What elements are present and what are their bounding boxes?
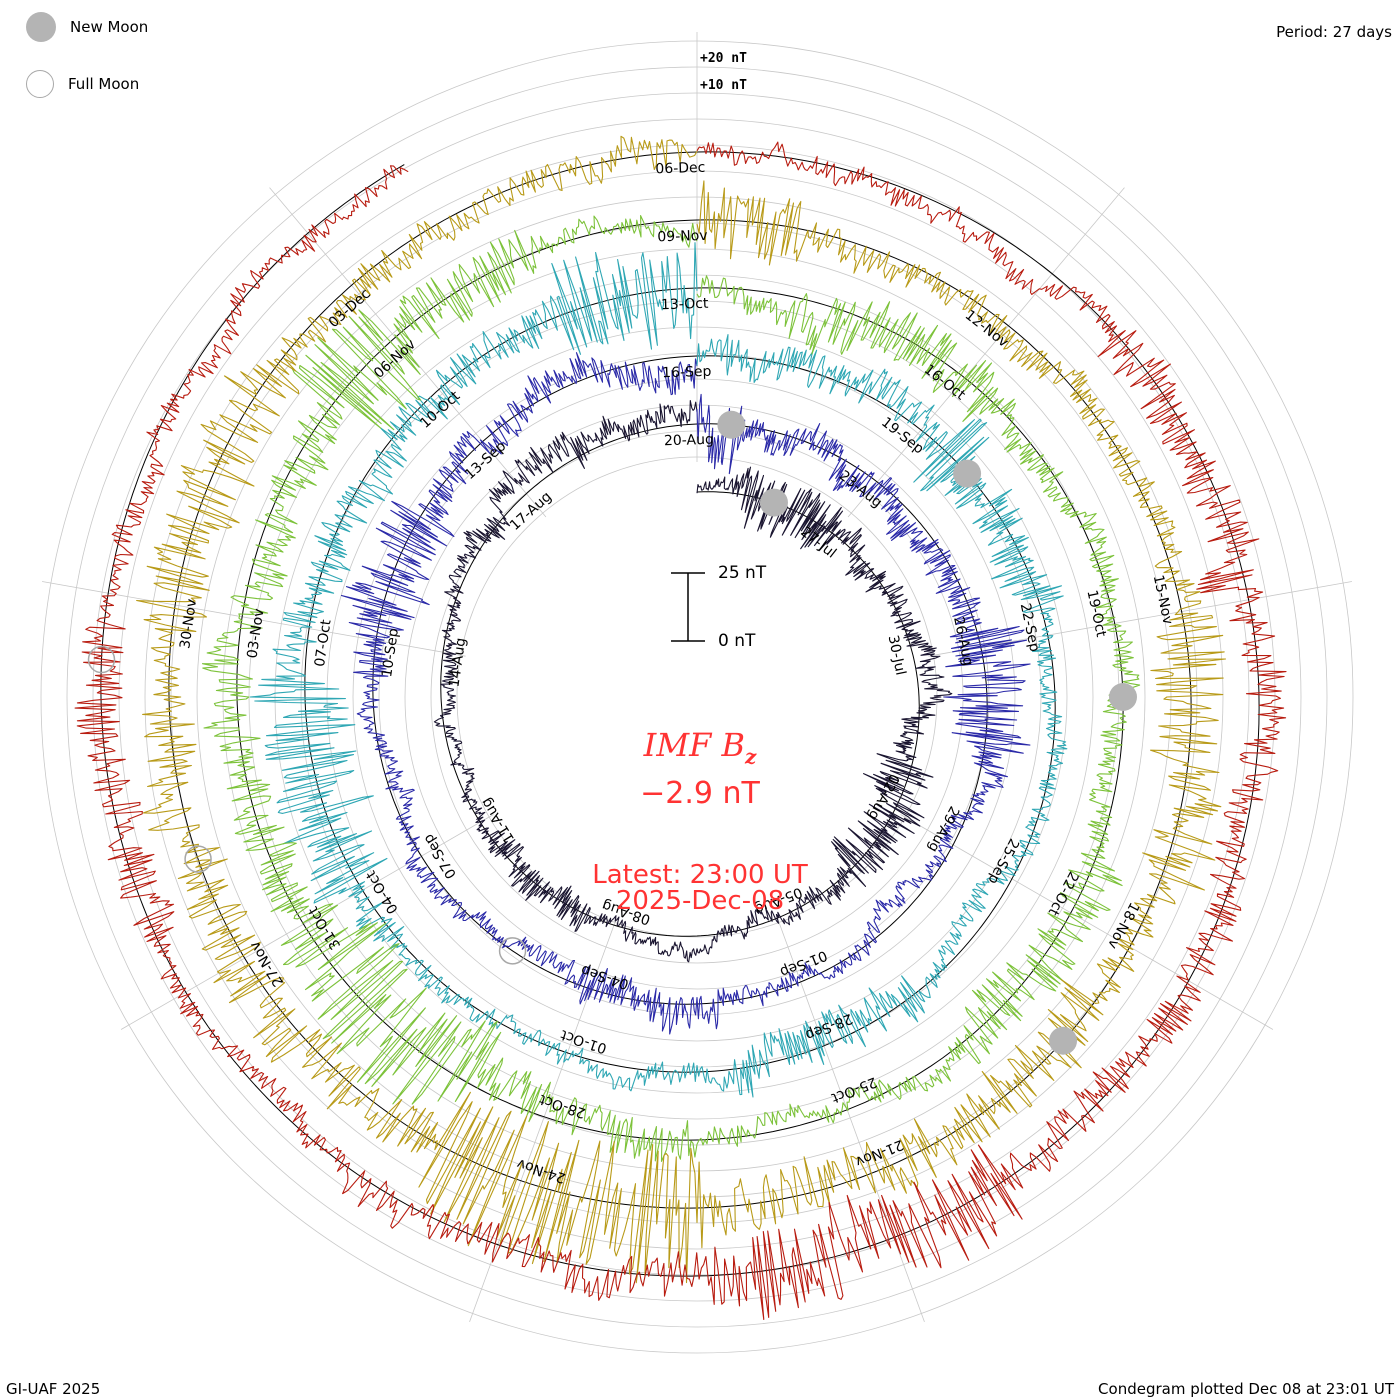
full-moon-marker: [184, 845, 212, 873]
legend-full-moon-label: Full Moon: [68, 75, 140, 93]
scale-bar: [671, 572, 705, 642]
bz-trace-4: [201, 215, 1141, 1162]
date-label: 30-Nov: [177, 598, 200, 650]
date-label: 26-Aug: [950, 615, 976, 667]
legend-new-moon-label: New Moon: [70, 18, 149, 36]
date-label: 14-Aug: [446, 637, 469, 689]
date-label: 21-Nov: [853, 1136, 906, 1169]
date-label: 10-Sep: [379, 627, 402, 678]
grid-spoke: [928, 581, 1352, 657]
new-moon-marker: [1109, 683, 1137, 711]
scale-bottom-label: 0 nT: [718, 631, 756, 651]
date-label: 22-Sep: [1017, 602, 1043, 654]
title-sub: z: [744, 744, 757, 769]
reference-circles: [100, 151, 1260, 1277]
latest-date: 2025-Dec-08: [615, 886, 785, 916]
grid-spoke: [900, 814, 1274, 1030]
latest-time: Latest: 23:00 UT: [592, 860, 808, 890]
period-label: Period: 27 days: [1276, 23, 1392, 41]
grid-spoke: [847, 187, 1125, 518]
scale-top-label: 25 nT: [718, 563, 767, 583]
grid-spoke: [120, 814, 494, 1030]
date-label: 09-Nov: [657, 228, 708, 246]
date-label: 16-Sep: [662, 364, 712, 382]
grid-spoke: [776, 917, 925, 1323]
date-label: 01-Sep: [778, 947, 830, 980]
new-moon-marker: [1049, 1026, 1078, 1055]
new-moon-icon: [26, 12, 56, 42]
new-moon-marker: [953, 459, 982, 488]
date-label: 30-Jul: [885, 634, 909, 677]
moon-markers: [87, 410, 1137, 1055]
full-moon-marker: [498, 937, 527, 965]
date-label: 18-Nov: [1104, 899, 1142, 951]
legend-new-moon: New Moon: [26, 12, 148, 42]
center-title: IMF Bz: [500, 726, 900, 768]
new-moon-marker: [717, 410, 746, 439]
bz-trace-5: [136, 135, 1227, 1284]
footer-credit: GI-UAF 2025: [6, 1380, 101, 1398]
date-label: 06-Dec: [655, 160, 705, 178]
bz-trace-2: [340, 352, 1031, 1035]
new-moon-marker: [759, 488, 788, 517]
series-traces: [74, 135, 1287, 1321]
ring-scale-label-10: +10 nT: [700, 78, 747, 93]
title-main: IMF B: [643, 726, 745, 764]
date-label: 04-Oct: [363, 867, 402, 916]
date-label: 13-Oct: [661, 296, 709, 313]
date-label: 07-Oct: [312, 618, 335, 668]
plot-timestamp: Condegram plotted Dec 08 at 23:01 UT: [1098, 1380, 1394, 1398]
full-moon-marker: [87, 645, 116, 674]
reference-spiral-1: [440, 423, 920, 937]
bz-trace-3: [249, 242, 1068, 1098]
center-value: −2.9 nT: [640, 776, 760, 811]
date-label: 03-Nov: [245, 608, 268, 660]
grid-spoke: [42, 581, 466, 657]
date-label: 20-Aug: [664, 432, 714, 450]
reference-spiral-6: [100, 151, 1260, 1277]
date-label: 17-Aug: [507, 489, 555, 534]
legend-full-moon: Full Moon: [26, 70, 139, 98]
bz-trace-1: [433, 400, 953, 963]
ring-scale-label-20: +20 nT: [700, 51, 747, 66]
ring-scale-labels: +20 nT +10 nT: [700, 51, 747, 93]
bz-trace-6: [74, 141, 1287, 1321]
date-label: 07-Sep: [420, 831, 460, 881]
full-moon-icon: [26, 70, 54, 98]
